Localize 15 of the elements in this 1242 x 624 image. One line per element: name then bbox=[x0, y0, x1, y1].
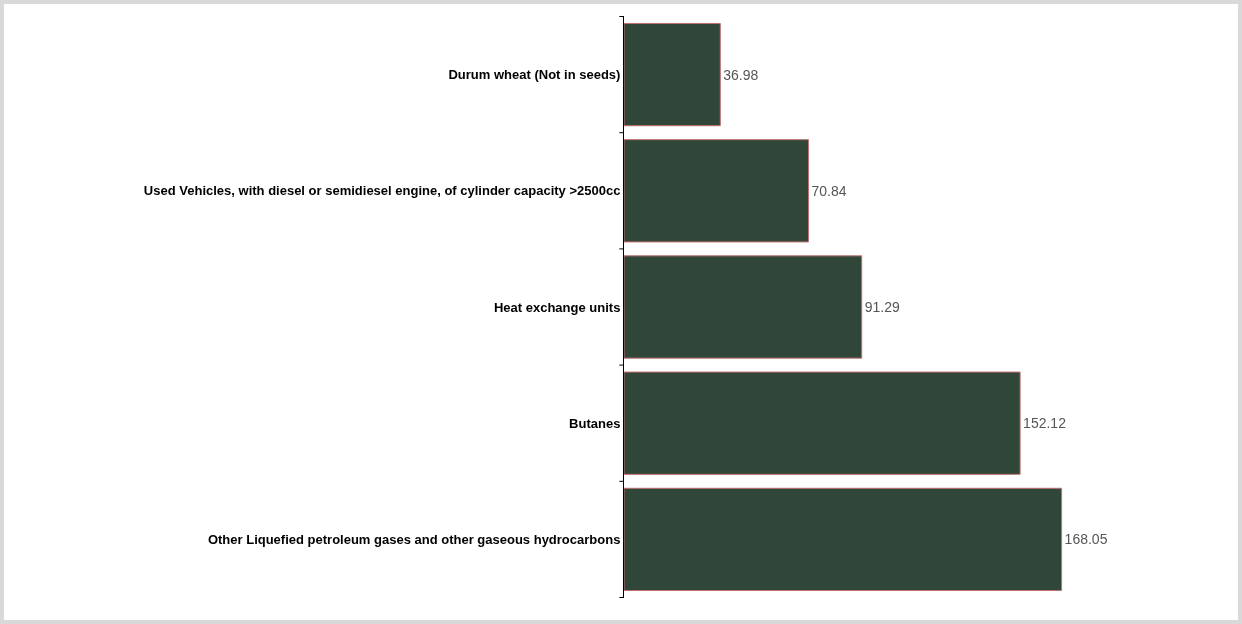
bar bbox=[624, 487, 1063, 592]
y-tick-label: Heat exchange units bbox=[493, 299, 621, 315]
data-label: 70.84 bbox=[811, 182, 847, 199]
data-label: 152.12 bbox=[1023, 415, 1067, 432]
y-tick-label: Butanes bbox=[569, 415, 621, 431]
data-label: 36.98 bbox=[723, 66, 759, 83]
bar bbox=[624, 255, 863, 359]
bar bbox=[624, 139, 809, 243]
bar bbox=[624, 22, 721, 127]
bar bbox=[624, 371, 1021, 475]
data-label: 168.05 bbox=[1064, 531, 1108, 548]
y-tick-label: Used Vehicles, with diesel or semidiesel engine, of cylinder capacity >2500cc bbox=[143, 183, 621, 199]
data-label: 91.29 bbox=[864, 299, 900, 315]
y-tick-label: Other Liquefied petroleum gases and other gaseous hydrocarbons bbox=[207, 531, 621, 547]
y-tick-label: Durum wheat (Not in seeds) bbox=[448, 67, 621, 83]
